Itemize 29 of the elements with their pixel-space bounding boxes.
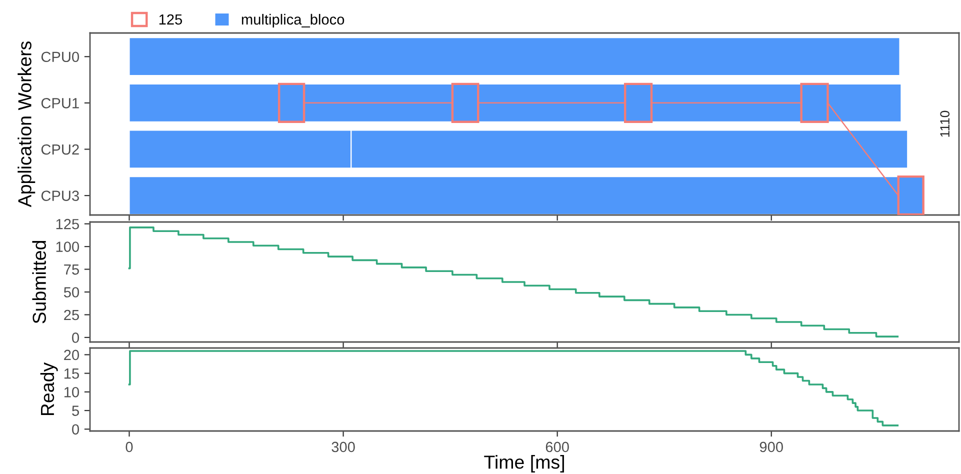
y-tick-label: 5: [72, 406, 79, 416]
legend-label: multiplica_bloco: [242, 14, 344, 28]
y-tick-label: 20: [64, 350, 80, 360]
x-tick-label: 300: [332, 442, 355, 452]
annotation: 1110: [940, 110, 950, 137]
y-tick-label: CPU3: [41, 190, 79, 201]
y-axis-title: Ready: [40, 362, 58, 416]
y-tick-label: 0: [72, 424, 80, 435]
y-tick-label: 0: [72, 332, 80, 343]
y-axis-title: Application Workers: [18, 41, 36, 208]
legend-label: 125: [159, 14, 182, 25]
y-tick-label: 125: [56, 218, 79, 230]
y-tick-label: CPU1: [41, 98, 79, 108]
y-tick-label: 10: [64, 387, 80, 398]
y-tick-label: 50: [64, 287, 80, 298]
x-tick-label: 0: [126, 442, 133, 452]
bar: [128, 176, 924, 215]
y-tick-label: CPU2: [41, 144, 79, 155]
bar: [128, 37, 900, 76]
y-tick-label: 25: [64, 310, 79, 320]
x-tick-label: 600: [546, 442, 569, 452]
x-tick-label: 900: [760, 442, 783, 452]
y-tick-label: 15: [64, 368, 79, 379]
y-tick-label: 75: [64, 264, 79, 275]
x-axis-title: Time [ms]: [484, 455, 564, 472]
y-tick-label: CPU0: [41, 52, 80, 62]
bar: [128, 83, 902, 122]
y-tick-label: 100: [56, 242, 80, 252]
y-axis-title: Submitted: [32, 240, 46, 324]
